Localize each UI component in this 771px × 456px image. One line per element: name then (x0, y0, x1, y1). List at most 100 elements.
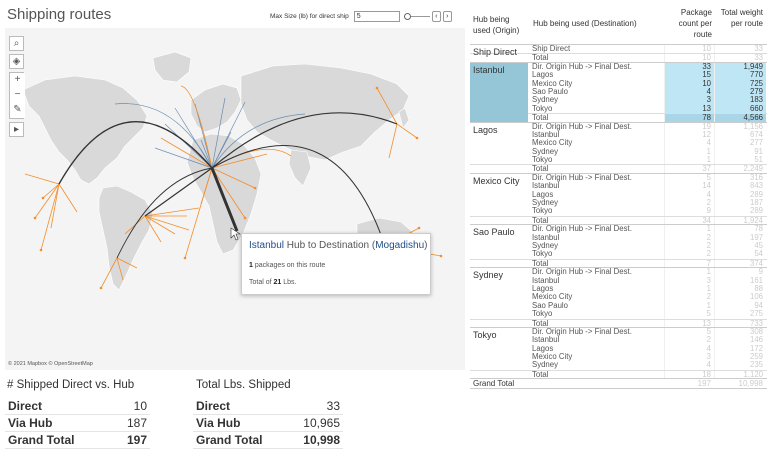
table-row[interactable]: Sydney 3 183 (470, 95, 767, 105)
grand-total-count: 197 (697, 379, 711, 389)
zoom-in-icon[interactable]: + (10, 73, 25, 88)
table-row[interactable]: Tokyo 1 51 (470, 155, 767, 165)
count-cell: 4 (664, 138, 714, 148)
header-total-weight[interactable]: Total weight per route (720, 8, 763, 28)
origin-group: Tokyo Dir. Origin Hub -> Final Dest. 5 308 I… (470, 327, 767, 380)
count-cell: 37 (664, 165, 714, 173)
table-row[interactable]: Dir. Origin Hub -> Final Dest. 5 308 (470, 327, 767, 337)
table-row[interactable]: Sydney 2 187 (470, 198, 767, 208)
count-cell: 5 (664, 309, 714, 319)
weight-cell: 45 (714, 241, 766, 251)
table-row[interactable]: Istanbul 2 197 (470, 233, 767, 242)
europe-land (190, 83, 242, 133)
search-icon[interactable]: ⌕ (9, 36, 24, 51)
subtotal-row[interactable]: Total 10 33 (470, 53, 767, 62)
table-row[interactable]: Lagos 15 770 (470, 70, 767, 80)
destination-cell: Lagos (532, 190, 554, 199)
table-row[interactable]: Dir. Origin Hub -> Final Dest. 5 316 (470, 173, 767, 183)
subtotal-row[interactable]: Total 78 4,566 (470, 113, 767, 122)
destination-cell: Dir. Origin Hub -> Final Dest. (532, 225, 632, 234)
table-row[interactable]: Sao Paulo 1 94 (470, 301, 767, 311)
max-size-input[interactable]: 5 (353, 11, 400, 22)
max-size-slider[interactable] (403, 11, 430, 22)
destination-cell: Dir. Origin Hub -> Final Dest. (532, 268, 632, 277)
row-value: 10 (133, 399, 147, 413)
header-origin[interactable]: Hub being used (Origin) (473, 15, 520, 35)
shipping-map[interactable] (5, 28, 465, 370)
table-row[interactable]: Sao Paulo 4 279 (470, 87, 767, 97)
weight-cell: 33 (714, 44, 766, 54)
grand-total-row[interactable]: Grand Total 197 10,998 (470, 379, 767, 390)
table-row-total[interactable]: Grand Total 10,998 (193, 432, 343, 449)
layers-icon[interactable]: ◈ (9, 54, 24, 69)
subtotal-row[interactable]: Total 37 2,249 (470, 164, 767, 173)
header-package-count[interactable]: Package count per route (678, 8, 712, 39)
count-cell: 3 (664, 95, 714, 105)
table-row[interactable]: Sydney 2 45 (470, 241, 767, 251)
table-row[interactable]: Via Hub 10,965 (193, 415, 343, 432)
table-row[interactable]: Mexico City 3 259 (470, 352, 767, 362)
destination-cell: Total (532, 370, 549, 379)
play-icon[interactable]: ▸ (9, 122, 24, 137)
subtotal-row[interactable]: Total 13 733 (470, 318, 767, 327)
tooltip-end: ) (424, 240, 428, 251)
origin-hub-label[interactable]: Lagos (473, 124, 498, 135)
table-row[interactable]: Tokyo 2 54 (470, 249, 767, 259)
origin-hub-label[interactable]: Ship Direct (473, 47, 518, 57)
table-row[interactable]: Lagos 1 88 (470, 284, 767, 294)
weight-cell: 289 (714, 207, 766, 216)
table-row[interactable]: Dir. Origin Hub -> Final Dest. 19 1,156 (470, 122, 767, 131)
table-row[interactable]: Istanbul 14 843 (470, 181, 767, 191)
weight-cell: 4,566 (714, 113, 766, 122)
weight-cell: 2,249 (714, 165, 766, 173)
table-row-total[interactable]: Grand Total 197 (5, 432, 150, 449)
table-row[interactable]: Dir. Origin Hub -> Final Dest. 1 9 (470, 267, 767, 277)
table-row[interactable]: Ship Direct 10 33 (470, 44, 767, 54)
table-row[interactable]: Istanbul 2 146 (470, 335, 767, 345)
origin-group: Sydney Dir. Origin Hub -> Final Dest. 1 9 Is… (470, 267, 767, 328)
table-row[interactable]: Lagos 4 289 (470, 190, 767, 200)
origin-hub-label[interactable]: Sydney (473, 270, 504, 281)
destination-cell: Sao Paulo (532, 87, 568, 96)
destination-cell: Sydney (532, 199, 559, 208)
origin-hub-label[interactable]: Istanbul (473, 64, 505, 75)
table-row[interactable]: Dir. Origin Hub -> Final Dest. 33 1,949 (470, 62, 767, 72)
count-cell: 12 (664, 130, 714, 140)
table-row[interactable]: Direct 33 (193, 398, 343, 415)
count-cell: 1 (664, 284, 714, 294)
origin-hub-label[interactable]: Tokyo (473, 329, 497, 340)
table-row[interactable]: Tokyo 9 289 (470, 207, 767, 216)
table-row[interactable]: Mexico City 2 106 (470, 292, 767, 302)
subtotal-row[interactable]: Total 7 374 (470, 258, 767, 268)
hub-to-hub-routes (58, 112, 398, 259)
table-row[interactable]: Istanbul 3 161 (470, 276, 767, 285)
zoom-out-icon[interactable]: − (10, 88, 25, 103)
table-row[interactable]: Sydney 4 235 (470, 361, 767, 370)
weight-cell: 51 (714, 155, 766, 165)
weight-cell: 146 (714, 335, 766, 345)
pin-icon[interactable]: ✎ (10, 103, 25, 118)
decrement-button[interactable]: ‹ (431, 11, 441, 22)
weight-cell: 674 (714, 130, 766, 140)
table-row[interactable]: Sydney 1 91 (470, 147, 767, 157)
slider-thumb[interactable] (403, 13, 411, 20)
header-destination[interactable]: Hub being used (Destination) (533, 19, 637, 28)
origin-hub-label[interactable]: Mexico City (473, 175, 520, 186)
table-row[interactable]: Tokyo 5 275 (470, 309, 767, 319)
table-row[interactable]: Via Hub 187 (5, 415, 150, 432)
origin-hub-label[interactable]: Sao Paulo (473, 227, 515, 238)
subtotal-row[interactable]: Total 34 1,924 (470, 215, 767, 225)
increment-button[interactable]: › (442, 11, 452, 22)
count-cell: 5 (664, 327, 714, 337)
subtotal-row[interactable]: Total 18 1,120 (470, 369, 767, 379)
table-row[interactable]: Mexico City 4 277 (470, 138, 767, 148)
origin-group: Lagos Dir. Origin Hub -> Final Dest. 19 1,1… (470, 122, 767, 174)
table-row[interactable]: Lagos 4 172 (470, 344, 767, 354)
table-row[interactable]: Mexico City 10 725 (470, 79, 767, 88)
table-row[interactable]: Istanbul 12 674 (470, 130, 767, 140)
table-row[interactable]: Dir. Origin Hub -> Final Dest. 1 78 (470, 224, 767, 234)
table-row[interactable]: Tokyo 13 660 (470, 104, 767, 114)
count-cell: 78 (664, 113, 714, 122)
count-cell: 5 (664, 173, 714, 183)
table-row[interactable]: Direct 10 (5, 398, 150, 415)
